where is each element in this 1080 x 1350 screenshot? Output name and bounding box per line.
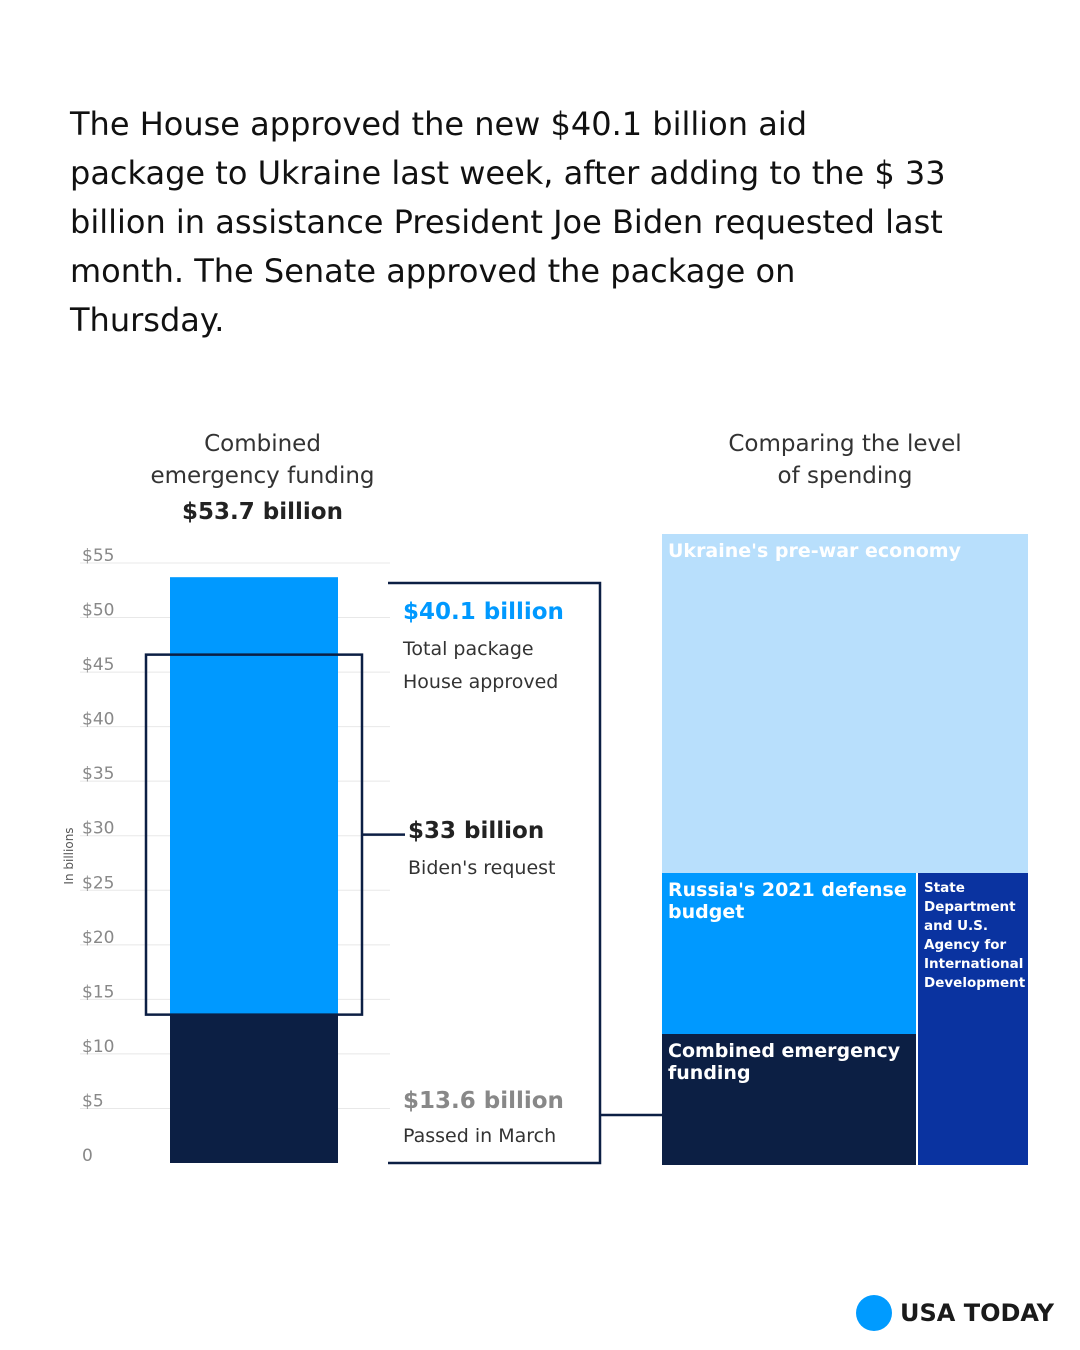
title-line: of spending (777, 463, 913, 489)
march-value-label: $13.6 billion (403, 1088, 564, 1114)
treemap-cell-state-dept: State Department and U.S. Agency for Int… (916, 873, 1028, 1165)
y-tick-label: $5 (82, 1091, 104, 1111)
treemap-cell-ukraine: Ukraine's pre-war economy (662, 534, 1028, 873)
house-label: House approved (403, 671, 558, 693)
march-label: Passed in March (403, 1125, 556, 1147)
brand-name: USA TODAY (900, 1299, 1055, 1327)
y-tick-label: $40 (82, 710, 114, 730)
y-axis-label: In billions (62, 827, 76, 884)
y-tick-label: $20 (82, 928, 114, 948)
title-value: $53.7 billion (182, 499, 343, 525)
y-tick-label: $15 (82, 982, 114, 1002)
y-tick-label: $45 (82, 655, 114, 675)
y-tick-label: $55 (82, 546, 114, 566)
y-tick-label: $30 (82, 819, 114, 839)
biden-label: Biden's request (408, 857, 556, 879)
house-label: Total package (402, 638, 534, 660)
title-line: Comparing the level (728, 431, 962, 457)
bar-segment-march (170, 1014, 338, 1163)
title-line: Combined (204, 431, 321, 457)
bar-chart-title: Combined emergency funding $53.7 billion (120, 428, 405, 528)
bar-segment-house-package (170, 577, 338, 1015)
y-tick-label: $10 (82, 1037, 114, 1057)
title-line: emergency funding (150, 463, 375, 489)
treemap-cell-russia: Russia's 2021 defense budget (662, 873, 916, 1034)
y-tick-label: 0 (82, 1146, 93, 1166)
y-tick-label: $50 (82, 601, 114, 621)
intro-text: The House approved the new $40.1 billion… (70, 105, 946, 339)
house-value-label: $40.1 billion (403, 599, 564, 625)
y-tick-label: $35 (82, 764, 114, 784)
y-tick-label: $25 (82, 873, 114, 893)
treemap-cell-combined: Combined emergency funding (662, 1034, 916, 1165)
usa-today-logo: USA TODAY (856, 1295, 1054, 1331)
biden-value-label: $33 billion (408, 818, 544, 844)
logo-dot-icon (856, 1295, 892, 1331)
treemap-title: Comparing the level of spending (690, 428, 1000, 492)
total-bracket (388, 581, 602, 1165)
